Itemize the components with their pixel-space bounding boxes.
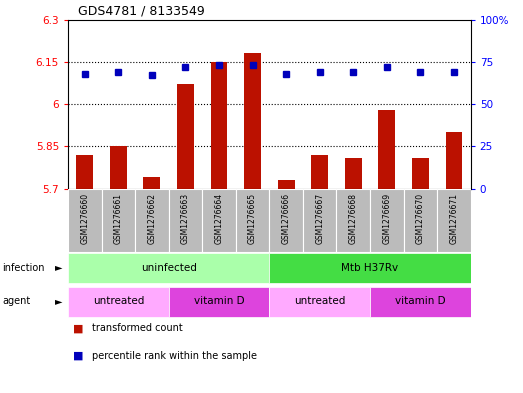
Text: GSM1276663: GSM1276663 bbox=[181, 193, 190, 244]
Text: ■: ■ bbox=[73, 351, 84, 361]
Bar bbox=[370, 286, 471, 317]
Text: ■: ■ bbox=[73, 323, 84, 333]
Text: Mtb H37Rv: Mtb H37Rv bbox=[342, 263, 399, 273]
Bar bbox=[101, 189, 135, 252]
Text: GSM1276667: GSM1276667 bbox=[315, 193, 324, 244]
Bar bbox=[110, 146, 127, 189]
Bar bbox=[202, 189, 236, 252]
Bar bbox=[345, 158, 361, 189]
Text: percentile rank within the sample: percentile rank within the sample bbox=[92, 351, 256, 361]
Bar bbox=[68, 189, 101, 252]
Bar bbox=[269, 286, 370, 317]
Text: GSM1276670: GSM1276670 bbox=[416, 193, 425, 244]
Bar bbox=[168, 189, 202, 252]
Text: GSM1276668: GSM1276668 bbox=[349, 193, 358, 244]
Bar bbox=[143, 177, 160, 189]
Text: vitamin D: vitamin D bbox=[194, 296, 244, 306]
Bar bbox=[269, 253, 471, 283]
Text: GSM1276662: GSM1276662 bbox=[147, 193, 156, 244]
Text: GSM1276666: GSM1276666 bbox=[281, 193, 291, 244]
Text: GDS4781 / 8133549: GDS4781 / 8133549 bbox=[78, 5, 205, 18]
Text: untreated: untreated bbox=[93, 296, 144, 306]
Text: uninfected: uninfected bbox=[141, 263, 197, 273]
Text: GSM1276671: GSM1276671 bbox=[449, 193, 459, 244]
Bar bbox=[370, 189, 404, 252]
Text: GSM1276660: GSM1276660 bbox=[80, 193, 89, 244]
Bar bbox=[336, 189, 370, 252]
Bar bbox=[135, 189, 168, 252]
Text: GSM1276669: GSM1276669 bbox=[382, 193, 391, 244]
Bar bbox=[379, 110, 395, 189]
Bar bbox=[244, 53, 261, 189]
Text: vitamin D: vitamin D bbox=[395, 296, 446, 306]
Text: GSM1276664: GSM1276664 bbox=[214, 193, 223, 244]
Bar bbox=[303, 189, 336, 252]
Bar bbox=[446, 132, 462, 189]
Text: ►: ► bbox=[55, 263, 62, 273]
Bar bbox=[68, 286, 168, 317]
Bar bbox=[269, 189, 303, 252]
Text: transformed count: transformed count bbox=[92, 323, 183, 333]
Text: ►: ► bbox=[55, 296, 62, 306]
Bar bbox=[168, 286, 269, 317]
Text: agent: agent bbox=[3, 296, 31, 306]
Bar bbox=[437, 189, 471, 252]
Text: GSM1276665: GSM1276665 bbox=[248, 193, 257, 244]
Text: GSM1276661: GSM1276661 bbox=[114, 193, 123, 244]
Bar bbox=[278, 180, 294, 189]
Bar bbox=[311, 155, 328, 189]
Bar bbox=[236, 189, 269, 252]
Bar bbox=[68, 253, 269, 283]
Text: infection: infection bbox=[3, 263, 45, 273]
Bar bbox=[76, 155, 93, 189]
Text: untreated: untreated bbox=[294, 296, 345, 306]
Bar bbox=[412, 158, 429, 189]
Bar bbox=[404, 189, 437, 252]
Bar bbox=[177, 84, 194, 189]
Bar bbox=[211, 62, 228, 189]
